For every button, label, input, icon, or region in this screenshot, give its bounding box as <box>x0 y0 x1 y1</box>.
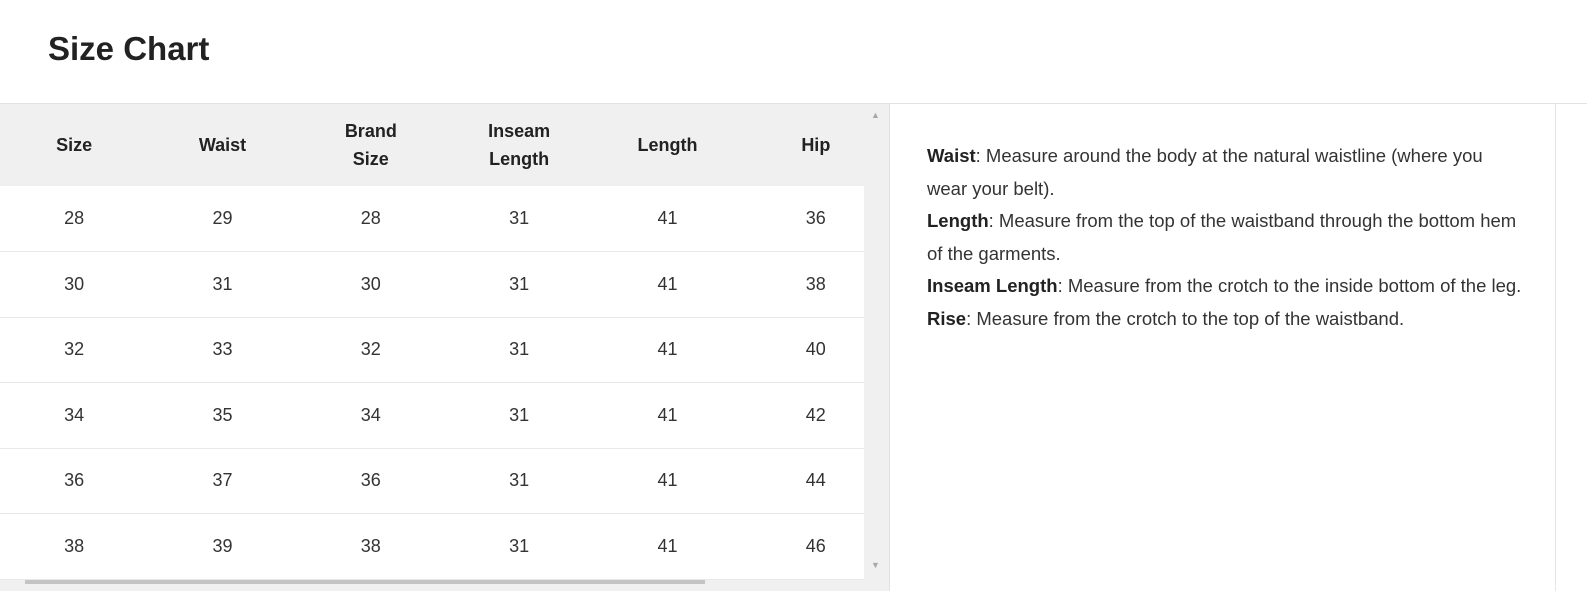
table-cell: 38 <box>805 273 826 294</box>
table-row: 32 33 32 31 41 40 <box>0 317 864 383</box>
guide-item: Rise: Measure from the crotch to the top… <box>927 303 1527 336</box>
table-cell: 34 <box>360 404 381 425</box>
column-header: Length <box>637 135 698 155</box>
table-cell: 29 <box>212 208 233 228</box>
guide-item: Waist: Measure around the body at the na… <box>927 140 1527 205</box>
guide-text: : Measure from the crotch to the top of … <box>966 307 1405 329</box>
page-scrollbar[interactable] <box>1555 104 1587 591</box>
measurement-guide-panel: Waist: Measure around the body at the na… <box>889 104 1555 591</box>
table-cell: 31 <box>509 535 530 556</box>
table-cell: 40 <box>805 339 826 360</box>
table-row: 28 29 28 31 41 36 <box>0 186 864 252</box>
table-cell: 31 <box>509 339 530 360</box>
table-cell: 38 <box>64 535 85 556</box>
column-header: Brand Size <box>344 121 397 169</box>
table-cell: 31 <box>509 404 530 425</box>
horizontal-scrollbar-thumb[interactable] <box>25 580 705 584</box>
table-cell: 28 <box>360 208 381 228</box>
table-cell: 31 <box>212 273 233 294</box>
table-cell: 41 <box>657 208 678 228</box>
table-cell: 31 <box>509 273 530 294</box>
table-cell: 28 <box>64 208 85 228</box>
table-cell: 31 <box>509 470 530 491</box>
guide-text: : Measure from the top of the waistband … <box>927 210 1517 264</box>
table-cell: 36 <box>64 470 85 491</box>
table-row: 34 35 34 31 41 42 <box>0 383 864 448</box>
guide-term: Inseam Length <box>927 275 1058 297</box>
table-cell: 41 <box>657 470 678 491</box>
table-row: 38 39 38 31 41 46 <box>0 514 864 579</box>
table-cell: 41 <box>657 535 678 556</box>
size-table: Size Waist Brand Size Inseam Length Length Hi… <box>0 104 864 580</box>
table-cell: 41 <box>657 339 678 360</box>
column-header: Waist <box>198 135 247 155</box>
table-vertical-scrollbar[interactable]: ▲ ▼ <box>864 104 889 591</box>
table-row: 30 31 30 31 41 38 <box>0 252 864 317</box>
measurement-guide: Waist: Measure around the body at the na… <box>927 140 1527 336</box>
table-cell: 42 <box>805 404 826 425</box>
table-cell: 36 <box>360 470 381 491</box>
guide-term: Length <box>927 210 989 232</box>
table-cell: 32 <box>360 339 381 360</box>
guide-term: Waist <box>927 145 976 166</box>
table-header-row: Size Waist Brand Size Inseam Length Length Hi… <box>0 104 864 186</box>
table-cell: 32 <box>64 339 85 360</box>
table-cell: 38 <box>360 535 381 556</box>
table-cell: 41 <box>657 404 678 425</box>
table-cell: 41 <box>657 273 678 294</box>
table-cell: 34 <box>64 404 85 425</box>
guide-text: : Measure from the crotch to the inside … <box>1057 275 1522 297</box>
guide-item: Inseam Length: Measure from the crotch t… <box>927 270 1527 303</box>
divider <box>0 103 1587 104</box>
size-table-container: Size Waist Brand Size Inseam Length Length Hi… <box>0 104 864 580</box>
page-title: Size Chart <box>48 30 210 67</box>
table-cell: 30 <box>360 273 381 294</box>
scroll-up-arrow-icon[interactable]: ▲ <box>871 110 880 120</box>
table-cell: 35 <box>212 404 233 425</box>
column-header: Inseam Length <box>488 121 551 169</box>
guide-text: : Measure around the body at the natural… <box>927 145 1483 199</box>
table-horizontal-scrollbar[interactable] <box>0 580 864 591</box>
column-header: Size <box>56 135 93 155</box>
table-row: 36 37 36 31 41 44 <box>0 448 864 514</box>
guide-term: Rise <box>927 307 967 329</box>
table-cell: 36 <box>805 208 826 228</box>
table-cell: 31 <box>509 208 530 228</box>
scroll-down-arrow-icon[interactable]: ▼ <box>871 560 880 570</box>
table-cell: 37 <box>212 470 233 491</box>
table-cell: 46 <box>805 535 826 556</box>
table-cell: 30 <box>64 273 85 294</box>
column-header: Hip <box>801 135 831 155</box>
guide-item: Length: Measure from the top of the wais… <box>927 205 1527 270</box>
table-cell: 39 <box>212 535 233 556</box>
table-cell: 44 <box>805 470 826 491</box>
table-cell: 33 <box>212 339 233 360</box>
